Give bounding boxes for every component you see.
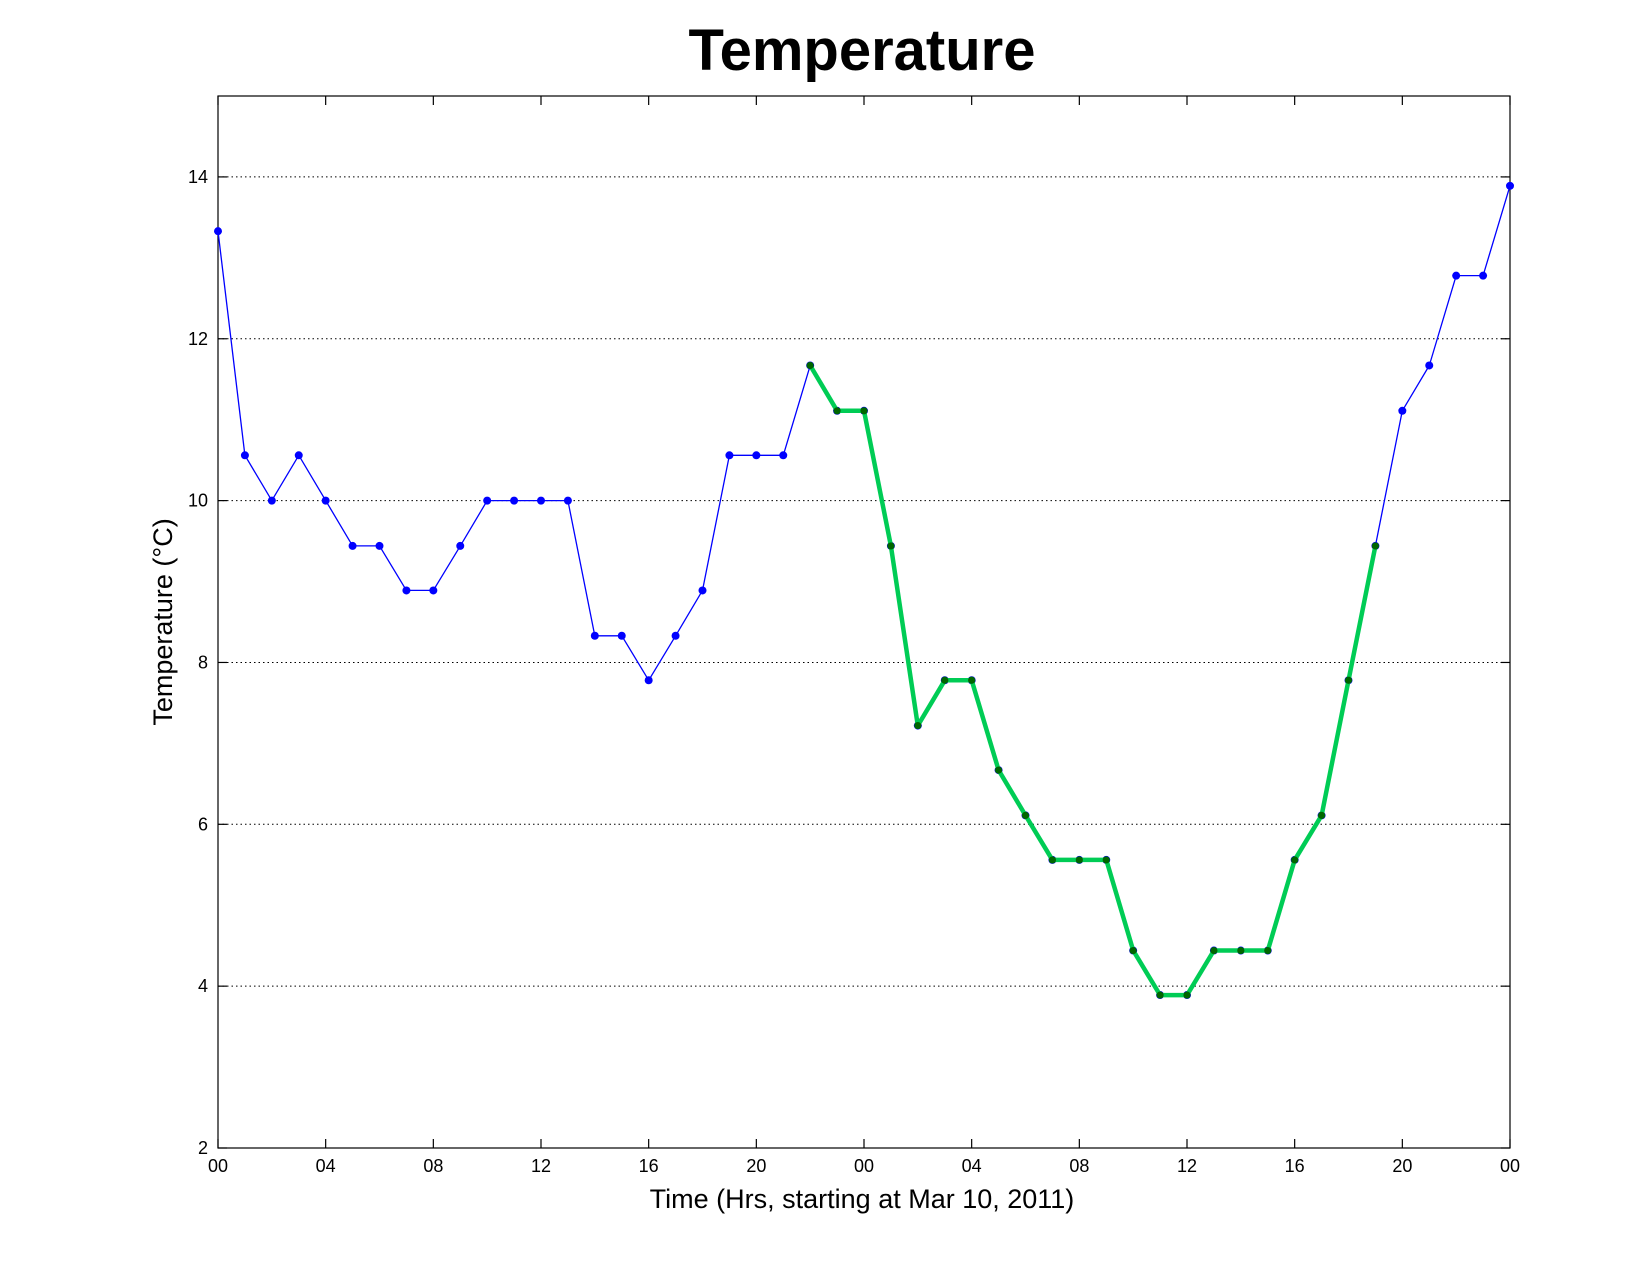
series-2-point xyxy=(806,361,814,370)
series-1-point xyxy=(510,496,519,505)
grid xyxy=(218,176,1510,987)
x-axis-label: Time (Hrs, starting at Mar 10, 2011) xyxy=(650,1184,1075,1214)
series-1-point xyxy=(1425,361,1434,370)
series-2-point xyxy=(1291,856,1299,864)
series-1-point xyxy=(698,586,707,595)
series-2-point xyxy=(914,721,922,730)
series-layer xyxy=(214,181,1514,1000)
y-tick-label: 12 xyxy=(188,329,208,349)
series-1-point xyxy=(644,676,653,685)
series-1-point xyxy=(1506,181,1514,190)
x-tick-label: 08 xyxy=(423,1156,443,1176)
series-2-point xyxy=(1371,542,1380,550)
x-tick-label: 00 xyxy=(1500,1156,1520,1176)
series-1-point xyxy=(779,451,788,460)
y-tick-label: 8 xyxy=(198,652,208,672)
y-tick-label: 14 xyxy=(188,167,208,187)
series-2-line xyxy=(808,364,1378,998)
series-2-point xyxy=(968,676,976,684)
series-1-line xyxy=(217,185,1511,996)
series-2-point xyxy=(994,766,1003,774)
series-1-point xyxy=(402,586,411,595)
chart-title: Temperature xyxy=(688,18,1035,83)
series-2-point xyxy=(1102,856,1110,864)
series-1-point xyxy=(294,451,303,460)
series-2-point xyxy=(833,407,841,415)
series-2-point xyxy=(860,407,868,415)
x-tick-label: 04 xyxy=(962,1156,982,1176)
series-1-point xyxy=(752,451,761,460)
plot-frame xyxy=(217,95,1511,1149)
series-1-point xyxy=(563,496,572,505)
series-2-point xyxy=(1317,811,1326,820)
series-1-point xyxy=(429,586,438,595)
y-tick-label: 10 xyxy=(188,491,208,511)
y-axis-label: Temperature (°C) xyxy=(148,518,178,725)
y-tick-label: 6 xyxy=(198,814,208,834)
x-tick-label: 12 xyxy=(1177,1156,1197,1176)
series-2-point xyxy=(941,676,949,684)
series-2-point xyxy=(1156,991,1164,999)
y-axis: 2 4 6 8 10 12 14 xyxy=(188,167,1510,1158)
series-1-point xyxy=(321,496,330,505)
series-2-point xyxy=(1021,811,1030,820)
series-1-point xyxy=(1398,406,1407,415)
series-1 xyxy=(214,181,1514,1000)
x-tick-label: 20 xyxy=(1392,1156,1412,1176)
series-1-point xyxy=(483,496,492,505)
series-1-point xyxy=(267,496,276,505)
series-1-point xyxy=(214,227,222,236)
series-1-point xyxy=(590,631,599,640)
x-tick-label: 12 xyxy=(531,1156,551,1176)
series-1-point xyxy=(1479,271,1488,280)
y-tick-label: 4 xyxy=(198,976,208,996)
series-1-point xyxy=(348,541,357,550)
series-1-point xyxy=(240,451,249,460)
series-1-point xyxy=(617,631,626,640)
x-tick-label: 16 xyxy=(639,1156,659,1176)
series-2-point xyxy=(1344,676,1353,684)
series-1-point xyxy=(375,541,384,550)
x-tick-label: 00 xyxy=(208,1156,228,1176)
series-2 xyxy=(806,361,1380,999)
series-1-point xyxy=(671,631,680,640)
series-1-point xyxy=(1452,271,1461,280)
x-tick-label: 20 xyxy=(746,1156,766,1176)
x-tick-label: 00 xyxy=(854,1156,874,1176)
series-2-point xyxy=(887,542,895,550)
x-tick-label: 16 xyxy=(1285,1156,1305,1176)
y-tick-label: 2 xyxy=(198,1138,208,1158)
x-axis: 00 04 08 12 16 20 00 04 08 12 16 20 00 xyxy=(208,96,1520,1176)
x-tick-label: 08 xyxy=(1069,1156,1089,1176)
series-2-point xyxy=(1075,856,1083,864)
series-2-point xyxy=(1264,946,1272,955)
series-2-point xyxy=(1237,946,1245,955)
series-2-point xyxy=(1210,946,1218,955)
series-1-point xyxy=(456,541,465,550)
series-2-point xyxy=(1183,991,1191,999)
series-1-point xyxy=(537,496,545,505)
x-tick-label: 04 xyxy=(316,1156,336,1176)
series-2-point xyxy=(1129,946,1137,955)
series-2-point xyxy=(1048,856,1057,864)
series-1-point xyxy=(725,451,734,460)
